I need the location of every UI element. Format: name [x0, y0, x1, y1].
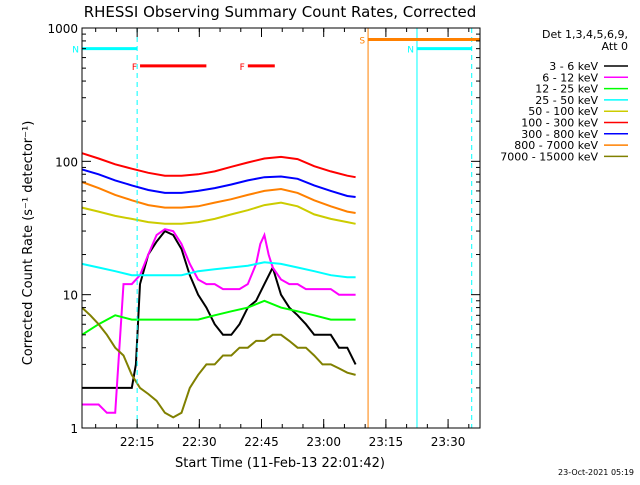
x-axis-label: Start Time (11-Feb-13 22:01:42) [175, 456, 385, 471]
y-tick-label-3: 1000 [47, 22, 78, 36]
timestamp: 23-Oct-2021 05:19 [558, 468, 634, 477]
y-tick-label-1: 10 [63, 289, 78, 303]
legend-label-6: 300 - 800 keV [521, 128, 598, 141]
legend-label-0: 3 - 6 keV [549, 60, 598, 73]
series-line-0 [82, 229, 357, 389]
y-tick-label-2: 100 [55, 155, 78, 169]
flag-bar-label-2: F [132, 63, 137, 73]
y-tick-label-0: 1 [70, 422, 78, 436]
flag-bar-label-4: S [359, 36, 365, 46]
x-tick-label-5: 23:30 [431, 435, 466, 449]
legend-label-1: 6 - 12 keV [542, 71, 598, 84]
legend-label-4: 50 - 100 keV [528, 105, 598, 118]
flag-bar-label-0: N [72, 46, 79, 56]
x-tick-label-1: 22:30 [182, 435, 217, 449]
series-line-2 [81, 299, 356, 336]
axis-frame [81, 27, 481, 429]
series-line-7 [81, 181, 356, 214]
legend-label-2: 12 - 25 keV [535, 83, 598, 96]
series-line-5 [81, 152, 356, 179]
series-line-1 [82, 228, 356, 414]
flag-bar-label-3: F [240, 63, 245, 73]
x-tick-label-4: 23:15 [369, 435, 404, 449]
series-line-4 [81, 201, 356, 225]
series-line-8 [81, 306, 356, 419]
x-tick-label-0: 22:15 [120, 435, 155, 449]
legend-label-7: 800 - 7000 keV [514, 139, 598, 152]
legend-header-1: Att 0 [602, 40, 628, 53]
plot-area: N N F F S 1 10 100 1000 22:15 22:30 22:45 23:00 23:15… [47, 22, 481, 449]
chart-title: RHESSI Observing Summary Count Rates, Co… [84, 3, 477, 21]
legend-label-8: 7000 - 15000 keV [500, 150, 598, 163]
x-tick-label-2: 22:45 [244, 435, 279, 449]
series-line-3 [81, 261, 356, 279]
y-axis-label: Corrected Count Rate (s⁻¹ detector⁻¹) [21, 121, 36, 366]
x-tick-label-3: 23:00 [306, 435, 341, 449]
legend-label-3: 25 - 50 keV [535, 94, 598, 107]
series-line-6 [81, 168, 356, 198]
legend-label-5: 100 - 300 keV [521, 117, 598, 130]
legend-header-0: Det 1,3,4,5,6,9, [542, 28, 628, 41]
flag-bar-label-1: N [407, 46, 414, 56]
